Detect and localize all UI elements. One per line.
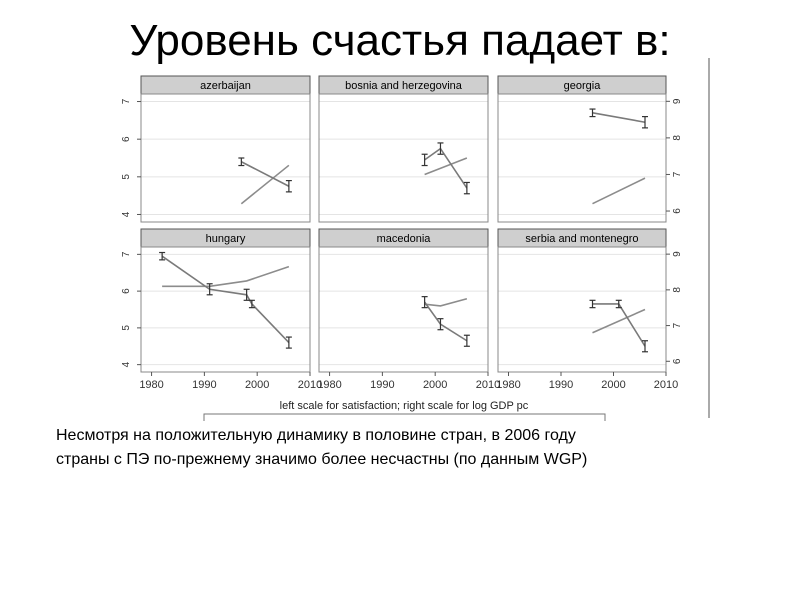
slide-title: Уровень счастья падает в: — [129, 16, 671, 65]
right-tick-label: 9 — [672, 251, 683, 257]
plot-frame — [140, 93, 311, 223]
x-tick-label: 1990 — [370, 379, 394, 391]
x-tick-label: 1980 — [139, 379, 163, 391]
x-tick-label: 2010 — [476, 379, 500, 391]
panel-azerbaijan: azerbaijan 4 5 6 7 — [121, 75, 311, 223]
plot-frame — [497, 246, 667, 373]
satisfaction-series-line — [592, 303, 646, 347]
panel-serbia-and-montenegro: serbia and montenegro 6 7 8 9 1980 1990 2000 201… — [496, 228, 683, 391]
satisfaction-series-line — [592, 112, 646, 124]
caption-line-1: Несмотря на положительную динамику в пол… — [56, 427, 576, 444]
left-tick-label: 4 — [121, 361, 132, 367]
x-tick-label: 1980 — [317, 379, 341, 391]
x-tick-label: 1980 — [496, 379, 520, 391]
right-tick-label: 6 — [672, 358, 683, 364]
left-tick-label: 5 — [121, 325, 132, 331]
panel-title: bosnia and herzegovina — [345, 80, 463, 92]
left-tick-label: 6 — [121, 136, 132, 142]
gdp-series-line — [424, 298, 468, 307]
x-tick-label: 2000 — [423, 379, 447, 391]
gdp-series-line — [592, 177, 646, 205]
slide-caption: Несмотря на положительную динамику в пол… — [56, 424, 756, 472]
panel-hungary: hungary 4 5 6 7 1980 1990 2000 2010 — [121, 228, 322, 391]
right-tick-label: 8 — [672, 135, 683, 141]
panel-title: georgia — [564, 80, 602, 92]
panel-georgia: georgia 6 7 8 9 — [497, 75, 683, 223]
satisfaction-series-line — [240, 161, 290, 187]
left-tick-label: 4 — [121, 211, 132, 217]
plot-frame — [140, 246, 311, 373]
panel-bosnia-and-herzegovina: bosnia and herzegovina — [318, 75, 489, 223]
satisfaction-series-line — [423, 301, 468, 342]
right-tick-label: 7 — [672, 171, 683, 177]
left-tick-label: 7 — [121, 98, 132, 104]
gdp-series-line — [592, 308, 646, 334]
right-tick-label: 8 — [672, 287, 683, 293]
satisfaction-series-line — [424, 147, 468, 189]
plot-frame — [318, 93, 489, 223]
caption-line-2: страны с ПЭ по-прежнему значимо более не… — [56, 451, 588, 468]
x-axis-title: left scale for satisfaction; right scale… — [280, 400, 529, 412]
panel-title: azerbaijan — [200, 80, 251, 92]
x-tick-label: 2000 — [245, 379, 269, 391]
gdp-series-line — [424, 157, 468, 176]
x-tick-label: 1990 — [192, 379, 216, 391]
x-tick-label: 2010 — [298, 379, 322, 391]
plot-frame — [497, 93, 667, 223]
plot-frame — [318, 246, 489, 373]
satisfaction-series-line — [161, 255, 290, 344]
right-tick-label: 6 — [672, 208, 683, 214]
gdp-series-line — [162, 265, 290, 288]
gdp-series-line — [240, 164, 290, 205]
panel-title: hungary — [206, 233, 246, 245]
panel-title: serbia and montenegro — [525, 233, 638, 245]
x-tick-label: 1990 — [549, 379, 573, 391]
left-tick-label: 7 — [121, 251, 132, 257]
x-tick-label: 2010 — [654, 379, 678, 391]
x-tick-label: 2000 — [601, 379, 625, 391]
panel-title: macedonia — [377, 233, 432, 245]
left-tick-label: 5 — [121, 174, 132, 180]
x-title-bracket — [203, 413, 606, 421]
right-tick-label: 9 — [672, 98, 683, 104]
left-tick-label: 6 — [121, 288, 132, 294]
right-tick-label: 7 — [672, 322, 683, 328]
panel-macedonia: macedonia 1980 1990 2000 2010 — [317, 228, 500, 391]
